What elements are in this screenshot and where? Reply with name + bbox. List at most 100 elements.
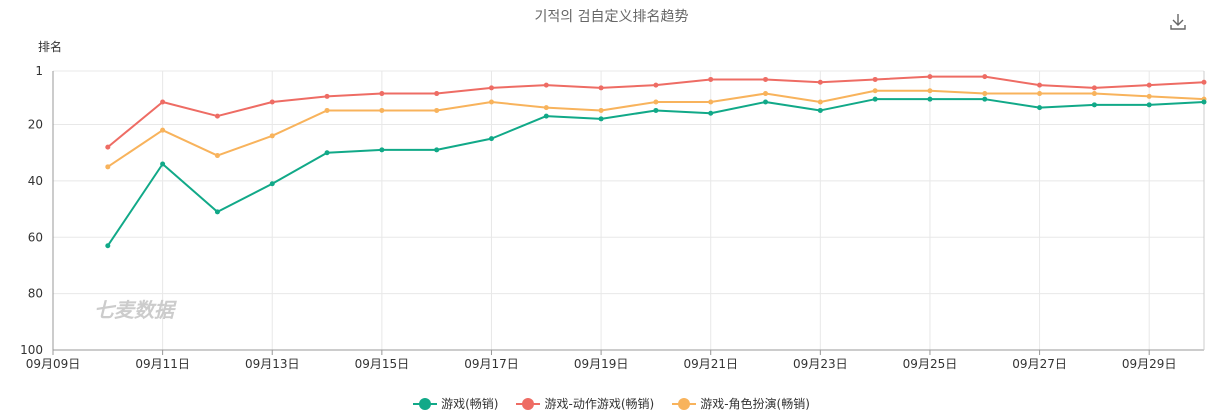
data-point[interactable] [434,147,440,153]
data-point[interactable] [160,161,166,167]
data-point[interactable] [1091,91,1097,97]
data-point[interactable] [653,107,659,113]
data-point[interactable] [1037,91,1043,97]
data-point[interactable] [1146,82,1152,88]
chart-title: 기적의 검自定义排名趋势 [534,9,689,25]
x-tick-label: 09月15日 [355,357,410,371]
legend-item[interactable]: 游戏(畅销) [413,395,498,412]
data-point[interactable] [434,107,440,113]
data-point[interactable] [379,147,385,153]
data-point[interactable] [872,96,878,102]
data-point[interactable] [1091,85,1097,91]
data-point[interactable] [379,107,385,113]
data-point[interactable] [598,107,604,113]
y-tick-label: 20 [28,118,43,132]
y-tick-label: 100 [20,343,43,357]
data-point[interactable] [763,76,769,82]
x-tick-label: 09月17日 [464,357,519,371]
data-point[interactable] [105,243,111,249]
legend-item[interactable]: 游戏-角色扮演(畅销) [672,395,810,412]
data-point[interactable] [763,99,769,105]
x-tick-label: 09月09日 [26,357,81,371]
data-point[interactable] [324,150,330,156]
legend-label: 游戏-角色扮演(畅销) [700,397,810,411]
x-tick-label: 09月21日 [683,357,738,371]
legend: 游戏(畅销) 游戏-动作游戏(畅销) 游戏-角色扮演(畅销) [0,395,1223,412]
legend-swatch [516,397,541,410]
y-axis-label: 排名 [38,39,62,54]
y-tick-label: 60 [28,230,43,244]
data-point[interactable] [1201,99,1207,105]
data-point[interactable] [324,107,330,113]
data-point[interactable] [269,133,275,139]
data-point[interactable] [708,99,714,105]
x-tick-label: 09月23日 [793,357,848,371]
data-point[interactable] [872,76,878,82]
data-point[interactable] [214,113,220,119]
data-point[interactable] [653,99,659,105]
data-point[interactable] [1201,79,1207,85]
data-point[interactable] [1146,102,1152,108]
data-point[interactable] [817,99,823,105]
data-point[interactable] [324,93,330,99]
series-group [105,74,1207,249]
data-point[interactable] [982,74,988,80]
data-point[interactable] [817,107,823,113]
data-point[interactable] [927,88,933,94]
data-point[interactable] [872,88,878,94]
x-tick-label: 09月19日 [574,357,629,371]
data-point[interactable] [1037,82,1043,88]
legend-swatch [672,397,697,410]
data-point[interactable] [708,110,714,116]
legend-label: 游戏-动作游戏(畅销) [544,397,655,411]
data-point[interactable] [653,82,659,88]
data-point[interactable] [214,209,220,215]
data-point[interactable] [1037,105,1043,111]
x-tick-label: 09月29日 [1122,357,1177,371]
data-point[interactable] [982,91,988,97]
data-point[interactable] [927,74,933,80]
series-游戏-角色扮演(畅销) [105,88,1207,170]
data-point[interactable] [543,82,549,88]
data-point[interactable] [160,99,166,105]
grid-lines [53,70,1204,350]
data-point[interactable] [817,79,823,85]
data-point[interactable] [488,136,494,142]
x-tick-label: 09月11日 [135,357,190,371]
data-point[interactable] [160,127,166,133]
watermark: 七麦数据 [94,298,177,322]
y-tick-label: 1 [35,64,43,78]
data-point[interactable] [598,116,604,122]
data-point[interactable] [763,91,769,97]
data-point[interactable] [105,164,111,170]
y-tick-label: 80 [28,287,43,301]
data-point[interactable] [543,113,549,119]
data-point[interactable] [269,99,275,105]
x-tick-label: 09月27日 [1012,357,1067,371]
data-point[interactable] [488,99,494,105]
download-icon [1170,14,1186,30]
legend-item[interactable]: 游戏-动作游戏(畅销) [516,395,654,412]
data-point[interactable] [982,96,988,102]
data-point[interactable] [105,144,111,150]
data-point[interactable] [214,153,220,159]
series-游戏-动作游戏(畅销) [105,74,1207,150]
data-point[interactable] [488,85,494,91]
x-tick-label: 09月13日 [245,357,300,371]
data-point[interactable] [379,91,385,97]
data-point[interactable] [1146,93,1152,99]
download-button[interactable] [1168,12,1188,32]
data-point[interactable] [269,181,275,187]
data-point[interactable] [927,96,933,102]
data-point[interactable] [1091,102,1097,108]
data-point[interactable] [543,105,549,111]
series-游戏(畅销) [105,96,1207,249]
data-point[interactable] [434,91,440,97]
data-point[interactable] [708,76,714,82]
legend-label: 游戏(畅销) [441,397,499,411]
y-tick-label: 40 [28,174,43,188]
data-point[interactable] [598,85,604,91]
legend-swatch [413,397,438,410]
